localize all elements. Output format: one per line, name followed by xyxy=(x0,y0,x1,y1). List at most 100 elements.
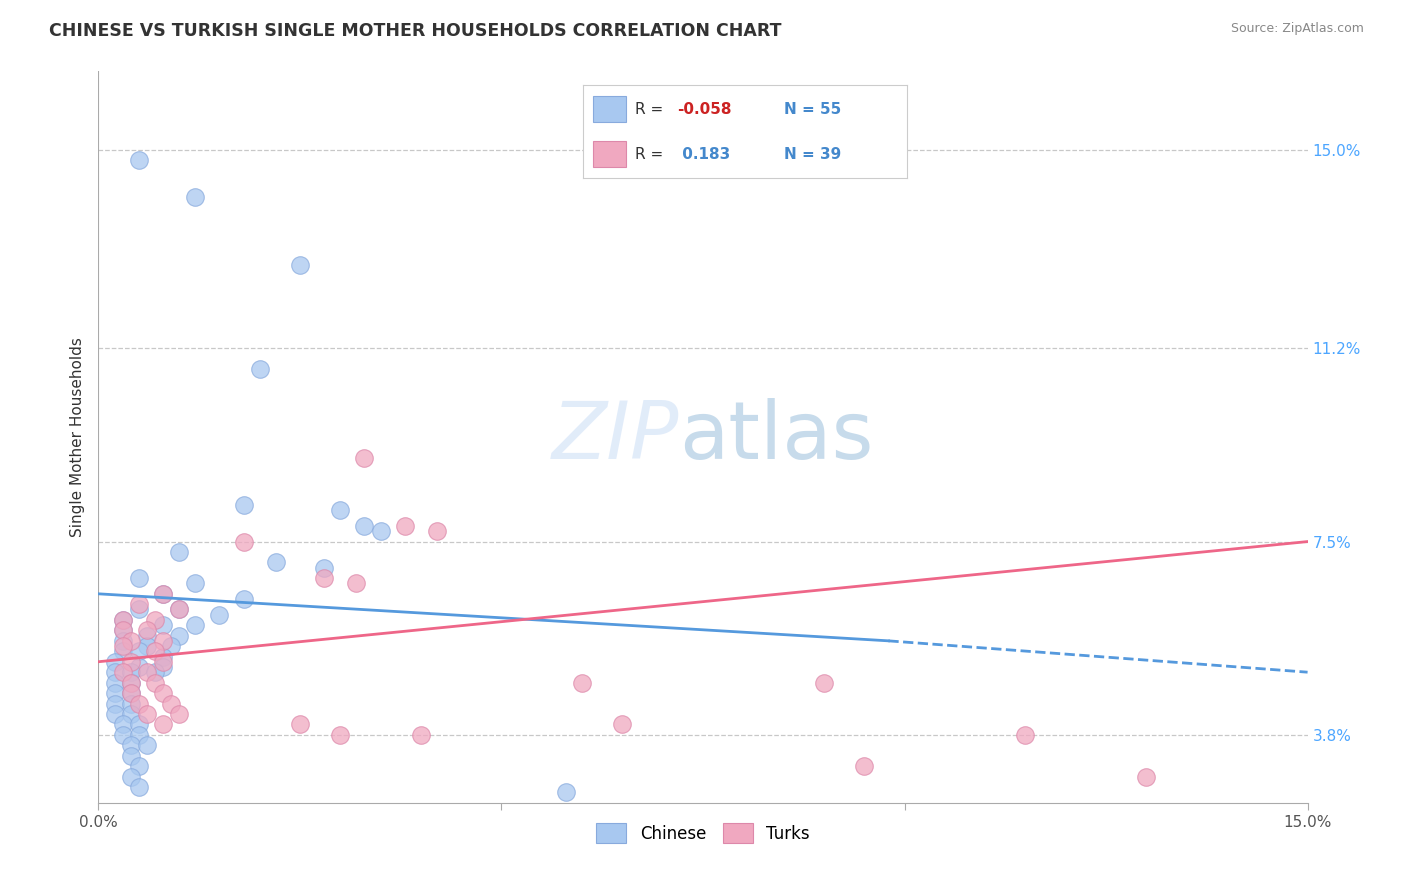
Text: N = 39: N = 39 xyxy=(785,146,841,161)
Point xyxy=(152,717,174,731)
Point xyxy=(128,597,150,611)
Point xyxy=(143,644,166,658)
Point xyxy=(555,785,578,799)
Point xyxy=(329,503,352,517)
Point xyxy=(135,624,157,638)
Point xyxy=(167,602,190,616)
Text: 0.183: 0.183 xyxy=(678,146,731,161)
Point xyxy=(120,675,142,690)
Point xyxy=(120,686,142,700)
Point xyxy=(264,556,287,570)
Point xyxy=(120,675,142,690)
Point xyxy=(120,739,142,753)
Point xyxy=(111,613,134,627)
Point xyxy=(103,686,125,700)
Point xyxy=(160,697,183,711)
Point xyxy=(167,706,190,721)
Point xyxy=(120,633,142,648)
Point xyxy=(103,697,125,711)
Point xyxy=(128,759,150,773)
Text: R =: R = xyxy=(636,102,668,117)
Point xyxy=(128,602,150,616)
Point xyxy=(1014,728,1036,742)
Point xyxy=(111,639,134,653)
Point xyxy=(143,675,166,690)
Point xyxy=(111,644,134,658)
Point xyxy=(120,706,142,721)
Legend: Chinese, Turks: Chinese, Turks xyxy=(589,817,817,849)
Point xyxy=(111,665,134,680)
Point xyxy=(103,706,125,721)
Point xyxy=(353,519,375,533)
Point xyxy=(232,592,254,607)
Point xyxy=(120,655,142,669)
Point xyxy=(128,153,150,168)
Text: CHINESE VS TURKISH SINGLE MOTHER HOUSEHOLDS CORRELATION CHART: CHINESE VS TURKISH SINGLE MOTHER HOUSEHO… xyxy=(49,22,782,40)
Point xyxy=(103,665,125,680)
Point xyxy=(111,717,134,731)
Text: R =: R = xyxy=(636,146,668,161)
Point xyxy=(208,607,231,622)
Point xyxy=(184,576,207,591)
Point xyxy=(152,587,174,601)
Point xyxy=(232,534,254,549)
Point xyxy=(167,629,190,643)
Point xyxy=(152,649,174,664)
Point xyxy=(409,728,432,742)
Point xyxy=(152,660,174,674)
Point xyxy=(111,633,134,648)
Point xyxy=(232,498,254,512)
Point xyxy=(128,717,150,731)
Point xyxy=(152,686,174,700)
Bar xyxy=(593,141,626,167)
Text: N = 55: N = 55 xyxy=(785,102,841,117)
Point xyxy=(120,686,142,700)
Point xyxy=(853,759,876,773)
Point xyxy=(128,660,150,674)
Point xyxy=(353,450,375,465)
Point xyxy=(128,644,150,658)
Point xyxy=(344,576,367,591)
Text: ZIP: ZIP xyxy=(551,398,679,476)
Point xyxy=(314,571,336,585)
Bar xyxy=(593,96,626,122)
Point xyxy=(612,717,634,731)
Point xyxy=(152,633,174,648)
Point xyxy=(1135,770,1157,784)
Point xyxy=(103,675,125,690)
Point xyxy=(111,624,134,638)
Point xyxy=(111,624,134,638)
Point xyxy=(128,780,150,794)
Point xyxy=(128,571,150,585)
Point xyxy=(813,675,835,690)
Point xyxy=(120,748,142,763)
Point xyxy=(184,618,207,632)
Point xyxy=(160,639,183,653)
Point xyxy=(249,362,271,376)
Point xyxy=(152,655,174,669)
Point xyxy=(314,560,336,574)
Point xyxy=(143,613,166,627)
Point xyxy=(120,697,142,711)
Point xyxy=(370,524,392,538)
Point xyxy=(394,519,416,533)
Point xyxy=(152,587,174,601)
Point xyxy=(288,717,311,731)
Point xyxy=(135,739,157,753)
Point xyxy=(120,770,142,784)
Point xyxy=(143,665,166,680)
Point xyxy=(111,613,134,627)
Point xyxy=(426,524,449,538)
Point xyxy=(135,665,157,680)
Point xyxy=(571,675,593,690)
Point xyxy=(184,190,207,204)
Point xyxy=(128,728,150,742)
Y-axis label: Single Mother Households: Single Mother Households xyxy=(69,337,84,537)
Point xyxy=(167,545,190,559)
Point xyxy=(135,639,157,653)
Point xyxy=(152,618,174,632)
Point xyxy=(120,665,142,680)
Text: -0.058: -0.058 xyxy=(678,102,731,117)
Point xyxy=(135,629,157,643)
Point xyxy=(329,728,352,742)
